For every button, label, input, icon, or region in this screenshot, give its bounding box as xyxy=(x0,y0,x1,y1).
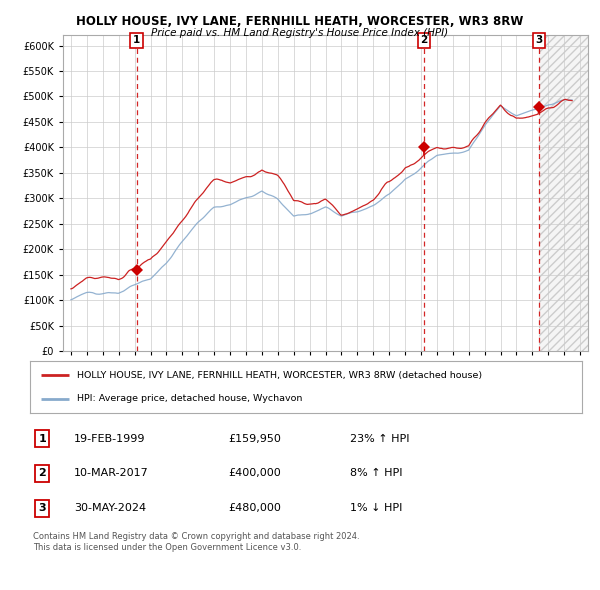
Bar xyxy=(539,35,588,351)
Text: HOLLY HOUSE, IVY LANE, FERNHILL HEATH, WORCESTER, WR3 8RW (detached house): HOLLY HOUSE, IVY LANE, FERNHILL HEATH, W… xyxy=(77,371,482,379)
Text: 30-MAY-2024: 30-MAY-2024 xyxy=(74,503,146,513)
Text: 1: 1 xyxy=(133,35,140,45)
Text: Contains HM Land Registry data © Crown copyright and database right 2024.
This d: Contains HM Land Registry data © Crown c… xyxy=(33,532,359,552)
Text: 1: 1 xyxy=(38,434,46,444)
Text: 2: 2 xyxy=(421,35,428,45)
Text: £480,000: £480,000 xyxy=(229,503,281,513)
Text: 19-FEB-1999: 19-FEB-1999 xyxy=(74,434,146,444)
Text: Price paid vs. HM Land Registry's House Price Index (HPI): Price paid vs. HM Land Registry's House … xyxy=(151,28,449,38)
Text: HOLLY HOUSE, IVY LANE, FERNHILL HEATH, WORCESTER, WR3 8RW: HOLLY HOUSE, IVY LANE, FERNHILL HEATH, W… xyxy=(76,15,524,28)
Text: 2: 2 xyxy=(38,468,46,478)
Text: 10-MAR-2017: 10-MAR-2017 xyxy=(74,468,149,478)
Text: £159,950: £159,950 xyxy=(229,434,281,444)
Text: £400,000: £400,000 xyxy=(229,468,281,478)
Text: 1% ↓ HPI: 1% ↓ HPI xyxy=(350,503,403,513)
Text: 8% ↑ HPI: 8% ↑ HPI xyxy=(350,468,403,478)
Text: 23% ↑ HPI: 23% ↑ HPI xyxy=(350,434,410,444)
Text: HPI: Average price, detached house, Wychavon: HPI: Average price, detached house, Wych… xyxy=(77,395,302,404)
Text: 3: 3 xyxy=(38,503,46,513)
Text: 3: 3 xyxy=(535,35,542,45)
